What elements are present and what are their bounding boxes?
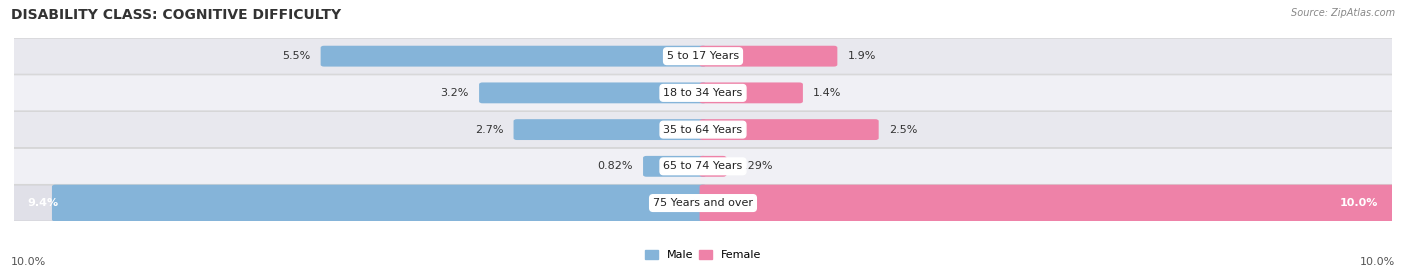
Text: 2.5%: 2.5% xyxy=(889,124,917,135)
Text: 5.5%: 5.5% xyxy=(283,51,311,61)
Text: 10.0%: 10.0% xyxy=(11,257,46,267)
Text: 0.29%: 0.29% xyxy=(737,161,772,171)
Text: 0.82%: 0.82% xyxy=(598,161,633,171)
FancyBboxPatch shape xyxy=(700,119,879,140)
Text: 18 to 34 Years: 18 to 34 Years xyxy=(664,88,742,98)
FancyBboxPatch shape xyxy=(513,119,706,140)
FancyBboxPatch shape xyxy=(11,38,1395,74)
Text: 65 to 74 Years: 65 to 74 Years xyxy=(664,161,742,171)
Text: 10.0%: 10.0% xyxy=(1340,198,1378,208)
Text: 1.9%: 1.9% xyxy=(848,51,876,61)
FancyBboxPatch shape xyxy=(11,185,1395,221)
FancyBboxPatch shape xyxy=(11,112,1395,148)
Legend: Male, Female: Male, Female xyxy=(640,245,766,264)
Text: Source: ZipAtlas.com: Source: ZipAtlas.com xyxy=(1291,8,1395,18)
FancyBboxPatch shape xyxy=(643,156,706,177)
Text: DISABILITY CLASS: COGNITIVE DIFFICULTY: DISABILITY CLASS: COGNITIVE DIFFICULTY xyxy=(11,8,342,22)
Text: 3.2%: 3.2% xyxy=(440,88,468,98)
Text: 35 to 64 Years: 35 to 64 Years xyxy=(664,124,742,135)
FancyBboxPatch shape xyxy=(700,82,803,103)
Text: 9.4%: 9.4% xyxy=(28,198,59,208)
FancyBboxPatch shape xyxy=(479,82,706,103)
Text: 75 Years and over: 75 Years and over xyxy=(652,198,754,208)
FancyBboxPatch shape xyxy=(700,185,1395,221)
Text: 2.7%: 2.7% xyxy=(475,124,503,135)
FancyBboxPatch shape xyxy=(52,185,706,221)
FancyBboxPatch shape xyxy=(321,46,706,67)
FancyBboxPatch shape xyxy=(700,156,727,177)
FancyBboxPatch shape xyxy=(11,75,1395,111)
Text: 1.4%: 1.4% xyxy=(813,88,842,98)
FancyBboxPatch shape xyxy=(11,148,1395,184)
FancyBboxPatch shape xyxy=(700,46,838,67)
Text: 5 to 17 Years: 5 to 17 Years xyxy=(666,51,740,61)
Text: 10.0%: 10.0% xyxy=(1360,257,1395,267)
